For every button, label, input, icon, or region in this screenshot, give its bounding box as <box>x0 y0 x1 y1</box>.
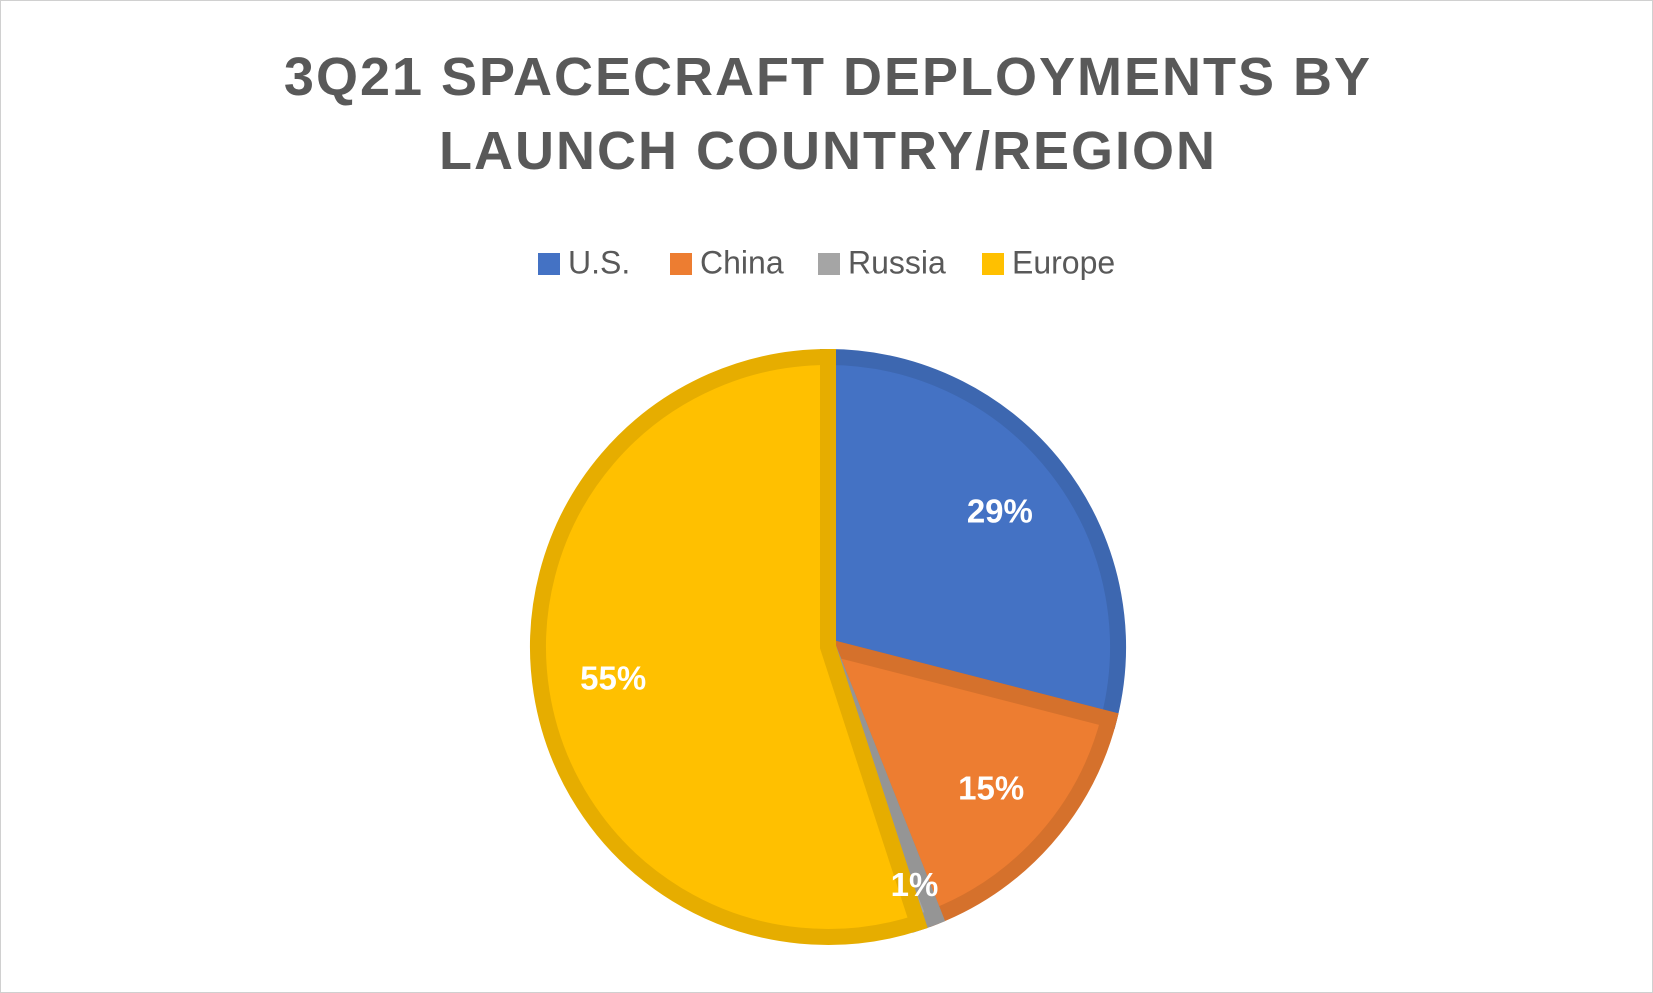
data-label: 29% <box>967 492 1033 529</box>
data-label: 15% <box>958 770 1024 807</box>
data-label: 1% <box>891 866 939 903</box>
legend-swatch <box>538 253 560 275</box>
legend-swatch <box>670 253 692 275</box>
pie-slice <box>814 635 1119 928</box>
pie-slice <box>820 348 1126 729</box>
pie-slice <box>530 348 928 945</box>
data-label: 55% <box>580 660 646 697</box>
legend-label: Russia <box>848 244 946 280</box>
legend-label: Europe <box>1012 244 1115 280</box>
legend-swatch <box>982 253 1004 275</box>
legend-swatch <box>818 253 840 275</box>
chart-title: 3Q21 SPACECRAFT DEPLOYMENTS BY LAUNCH CO… <box>283 47 1373 181</box>
legend-label: China <box>700 244 784 280</box>
legend-label: U.S. <box>568 244 630 280</box>
